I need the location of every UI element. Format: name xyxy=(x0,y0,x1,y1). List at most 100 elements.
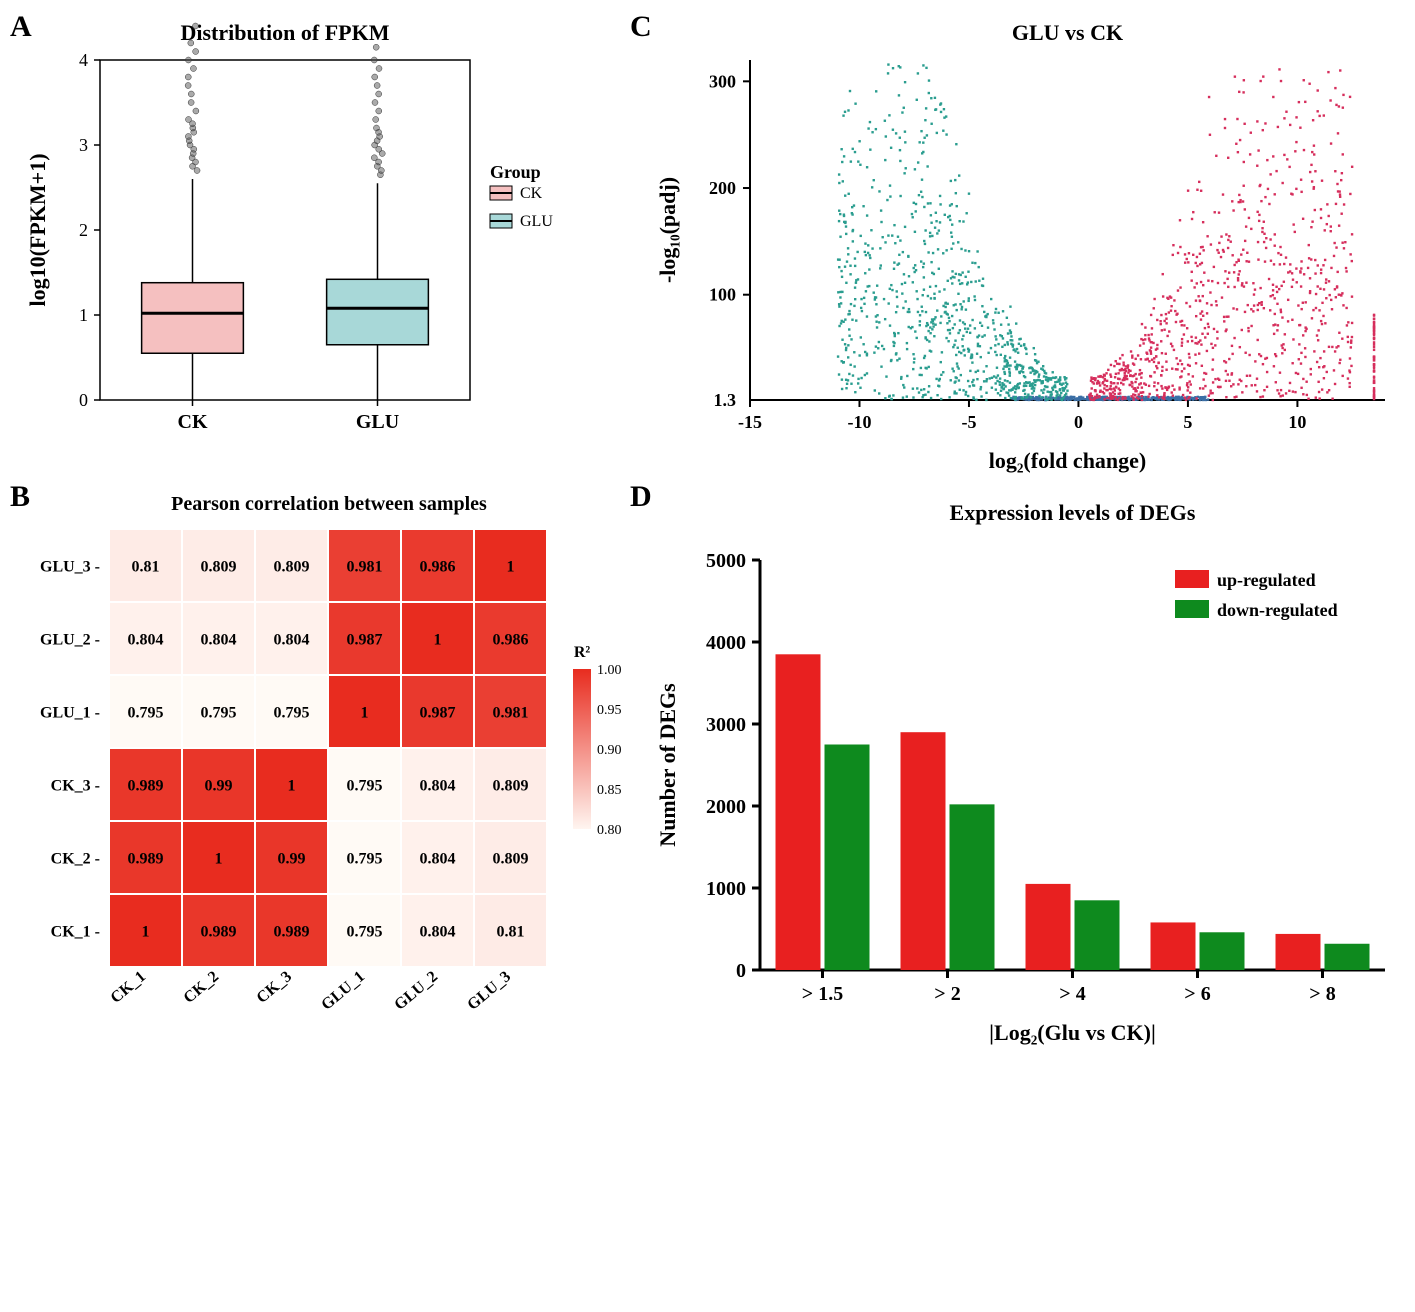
svg-text:GLU_2 -: GLU_2 - xyxy=(40,632,100,649)
svg-text:1.3: 1.3 xyxy=(714,390,737,410)
svg-text:1: 1 xyxy=(361,705,369,722)
svg-text:10: 10 xyxy=(1288,412,1306,432)
svg-text:0.85: 0.85 xyxy=(597,783,622,798)
svg-text:up-regulated: up-regulated xyxy=(1217,570,1316,590)
panel-d-label: D xyxy=(630,480,652,514)
svg-text:1: 1 xyxy=(215,851,223,868)
svg-text:0.987: 0.987 xyxy=(347,632,383,649)
svg-text:0.981: 0.981 xyxy=(493,705,529,722)
svg-text:0.90: 0.90 xyxy=(597,743,622,758)
svg-text:0.99: 0.99 xyxy=(278,851,306,868)
svg-text:0.981: 0.981 xyxy=(347,559,383,576)
svg-text:> 8: > 8 xyxy=(1309,983,1335,1005)
svg-text:Distribution of FPKM: Distribution of FPKM xyxy=(181,20,390,45)
svg-text:0.795: 0.795 xyxy=(347,924,383,941)
svg-text:300: 300 xyxy=(709,71,736,91)
svg-text:GLU vs CK: GLU vs CK xyxy=(1012,20,1123,45)
svg-text:CK_3 -: CK_3 - xyxy=(51,778,100,795)
svg-text:> 4: > 4 xyxy=(1059,983,1085,1005)
panel-d: D Expression levels of DEGs0100020003000… xyxy=(630,480,1415,1302)
svg-text:> 6: > 6 xyxy=(1184,983,1210,1005)
svg-text:1000: 1000 xyxy=(706,878,746,900)
svg-text:0.804: 0.804 xyxy=(128,632,164,649)
svg-text:3: 3 xyxy=(79,135,88,155)
svg-text:0.809: 0.809 xyxy=(274,559,310,576)
svg-text:> 1.5: > 1.5 xyxy=(802,983,843,1005)
svg-text:0.795: 0.795 xyxy=(347,778,383,795)
svg-text:CK: CK xyxy=(520,185,543,202)
svg-text:log10(FPKM+1): log10(FPKM+1) xyxy=(25,153,50,306)
svg-text:|Log₂(Glu vs CK)|: |Log₂(Glu vs CK)| xyxy=(989,1020,1156,1045)
volcano-plot: GLU vs CK -15 -10 -5 0 5 10 100 200 300 1.3 log₂(fo… xyxy=(630,10,1415,480)
svg-text:CK_3: CK_3 xyxy=(254,968,296,1007)
svg-text:down-regulated: down-regulated xyxy=(1217,600,1338,620)
svg-text:-10: -10 xyxy=(847,412,871,432)
svg-text:GLU_3: GLU_3 xyxy=(464,968,514,1014)
svg-text:5000: 5000 xyxy=(706,550,746,572)
svg-text:0.989: 0.989 xyxy=(274,924,310,941)
svg-text:0.804: 0.804 xyxy=(201,632,237,649)
svg-text:0.795: 0.795 xyxy=(201,705,237,722)
svg-text:0.809: 0.809 xyxy=(493,778,529,795)
bar-chart-degs: Expression levels of DEGs010002000300040… xyxy=(630,480,1415,1120)
svg-text:CK_2: CK_2 xyxy=(181,968,223,1007)
svg-text:CK: CK xyxy=(178,411,208,433)
svg-text:1: 1 xyxy=(288,778,296,795)
svg-text:CK_2 -: CK_2 - xyxy=(51,851,100,868)
svg-text:GLU: GLU xyxy=(520,213,553,230)
svg-text:R²: R² xyxy=(574,644,591,661)
svg-text:0.809: 0.809 xyxy=(201,559,237,576)
svg-text:0.81: 0.81 xyxy=(497,924,525,941)
svg-text:GLU_3 -: GLU_3 - xyxy=(40,559,100,576)
svg-text:5: 5 xyxy=(1183,412,1192,432)
svg-text:1: 1 xyxy=(434,632,442,649)
svg-text:Group: Group xyxy=(490,162,541,182)
svg-text:CK_1 -: CK_1 - xyxy=(51,924,100,941)
panel-b: B Pearson correlation between samples0.8… xyxy=(10,480,630,1302)
svg-text:0.795: 0.795 xyxy=(128,705,164,722)
svg-text:0.989: 0.989 xyxy=(128,778,164,795)
svg-text:2000: 2000 xyxy=(706,796,746,818)
svg-text:0.989: 0.989 xyxy=(128,851,164,868)
panel-c: C GLU vs CK -15 -10 -5 0 5 10 100 200 300 1.3 log₂(… xyxy=(630,10,1415,480)
svg-text:2: 2 xyxy=(79,220,88,240)
boxplot-chart: Distribution of FPKM 0 1 2 3 4 log10(FPKM+1) CK… xyxy=(10,10,630,480)
svg-text:log₂(fold change): log₂(fold change) xyxy=(989,448,1147,473)
svg-text:Number of DEGs: Number of DEGs xyxy=(655,683,680,847)
svg-text:-log₁₀(padj): -log₁₀(padj) xyxy=(655,177,680,283)
svg-text:0.99: 0.99 xyxy=(205,778,233,795)
svg-text:0.80: 0.80 xyxy=(597,823,622,838)
svg-text:0.986: 0.986 xyxy=(493,632,529,649)
svg-text:100: 100 xyxy=(709,285,736,305)
svg-text:0.809: 0.809 xyxy=(493,851,529,868)
svg-text:0.804: 0.804 xyxy=(420,851,456,868)
svg-text:0.81: 0.81 xyxy=(132,559,160,576)
svg-text:-5: -5 xyxy=(961,412,976,432)
svg-text:1: 1 xyxy=(79,305,88,325)
svg-text:4: 4 xyxy=(79,50,88,70)
svg-text:> 2: > 2 xyxy=(934,983,960,1005)
panel-a-label: A xyxy=(10,10,32,44)
svg-text:1: 1 xyxy=(507,559,515,576)
svg-text:GLU_2: GLU_2 xyxy=(391,968,441,1014)
svg-text:0.804: 0.804 xyxy=(420,778,456,795)
svg-text:0.986: 0.986 xyxy=(420,559,456,576)
panel-c-label: C xyxy=(630,10,652,44)
panel-b-label: B xyxy=(10,480,30,514)
svg-text:0: 0 xyxy=(1074,412,1083,432)
svg-text:0: 0 xyxy=(79,390,88,410)
svg-text:GLU_1: GLU_1 xyxy=(318,968,368,1014)
svg-text:0.795: 0.795 xyxy=(347,851,383,868)
svg-text:0.989: 0.989 xyxy=(201,924,237,941)
svg-text:0: 0 xyxy=(736,960,746,982)
svg-text:0.95: 0.95 xyxy=(597,703,622,718)
svg-text:-15: -15 xyxy=(738,412,762,432)
svg-text:GLU: GLU xyxy=(356,411,399,433)
panel-a: A Distribution of FPKM 0 1 2 3 4 log10(FPKM+1)… xyxy=(10,10,630,480)
svg-text:1: 1 xyxy=(142,924,150,941)
svg-text:Expression levels of DEGs: Expression levels of DEGs xyxy=(950,500,1196,525)
svg-text:200: 200 xyxy=(709,178,736,198)
svg-text:GLU_1 -: GLU_1 - xyxy=(40,705,100,722)
correlation-heatmap: Pearson correlation between samples0.810… xyxy=(10,480,630,1120)
svg-text:1.00: 1.00 xyxy=(597,663,622,678)
